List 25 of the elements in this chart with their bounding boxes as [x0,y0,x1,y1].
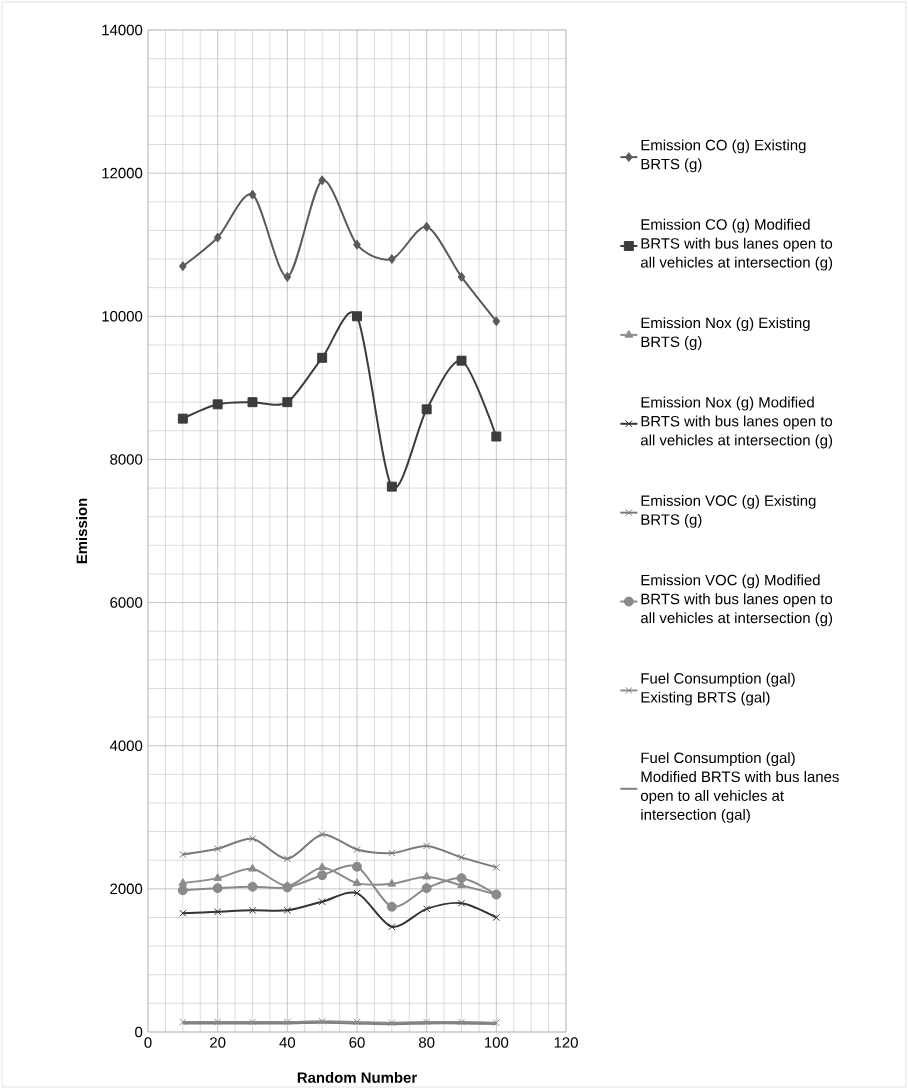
x-tick-label: 100 [485,1037,509,1048]
legend-label: Emission Nox (g) Modified BRTS with bus lanes open to all vehicles at intersection (g) [640,396,833,449]
legend-label: Emission VOC (g) Modified BRTS with bus lanes open to all vehicles at intersection (g) [640,574,833,627]
x-axis-title: Random Number [297,1071,417,1083]
x-tick-label: 80 [419,1037,435,1048]
y-tick-label: 10000 [102,311,143,322]
x-tick-label: 40 [279,1037,296,1048]
legend-label: Emission VOC (g) Existing BRTS (g) [641,494,816,528]
y-axis-title: Emission [76,498,88,564]
legend-label: Fuel Consumption (gal) Existing BRTS (gal) [641,672,795,706]
legend-label: Emission Nox (g) Existing BRTS (g) [641,317,810,351]
legend-label: Emission CO (g) Existing BRTS (g) [641,139,806,173]
y-tick-label: 12000 [102,167,143,179]
y-tick-label: 4000 [109,740,143,751]
x-tick-label: 20 [210,1037,226,1048]
x-tick-label: 60 [349,1037,365,1048]
x-tick-label: 0 [144,1037,152,1048]
y-tick-label: 2000 [110,883,143,895]
legend-label: Emission CO (g) Modified BRTS with bus lanes open to all vehicles at intersection (g) [640,218,833,271]
y-tick-label: 0 [135,1026,143,1038]
y-tick-label: 8000 [110,454,143,465]
y-tick-label: 14000 [102,24,143,36]
x-tick-label: 120 [554,1037,578,1048]
legend-label: Fuel Consumption (gal) Modified BRTS with bus lanes open to all vehicles at intersection (gal) [640,752,839,823]
y-tick-label: 6000 [110,597,143,608]
